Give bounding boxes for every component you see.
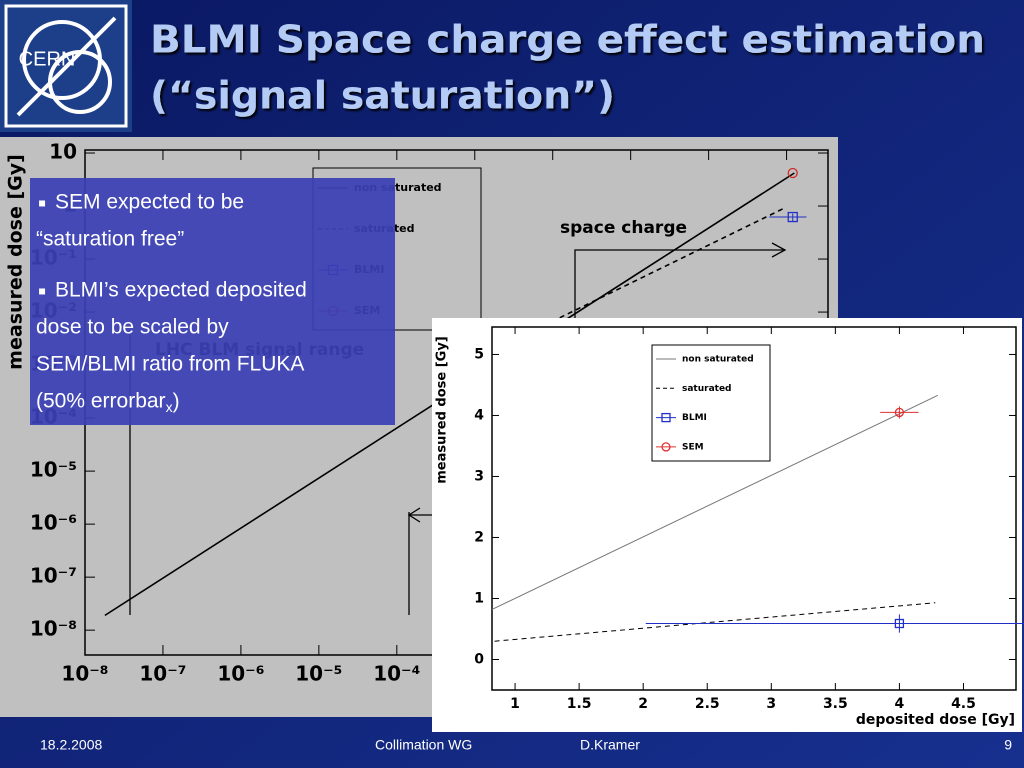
marker xyxy=(894,407,905,418)
marker xyxy=(787,211,798,223)
series-line xyxy=(559,207,785,319)
subscript: x xyxy=(166,399,173,415)
bullet-line: dose to be scaled by xyxy=(36,316,229,339)
marker xyxy=(787,167,798,179)
y-tick-label: 10⁻⁶ xyxy=(30,511,77,535)
title-line: BLMI Space charge effect estimation xyxy=(150,18,985,62)
linear-chart: 1 1.5 2 2.5 3 3.5 4 4.5 0 1 2 3 4 5 measured dose [Gy]… xyxy=(432,318,1024,732)
footer-author: D.Kramer xyxy=(580,737,640,753)
y-tick-label: 5 xyxy=(474,346,484,362)
y-tick-label: 10 xyxy=(49,140,77,164)
x-tick-label: 1.5 xyxy=(567,696,592,712)
logo-text: CERN xyxy=(19,48,76,70)
x-tick-label: 10⁻⁷ xyxy=(139,662,186,686)
bullet-after: ) xyxy=(173,390,180,413)
legend-label: BLMI xyxy=(682,413,707,423)
y-tick-label: 0 xyxy=(474,651,484,667)
y-tick-label: 3 xyxy=(474,468,484,484)
bullet-line: (50% errorbar xyxy=(36,390,166,413)
x-tick-label: 4 xyxy=(895,696,905,712)
y-tick-label: 1 xyxy=(474,590,484,606)
x-tick-label: 3.5 xyxy=(823,696,848,712)
x-tick-label: 4.5 xyxy=(951,696,976,712)
y-tick-label: 10⁻⁷ xyxy=(30,564,77,588)
x-tick-label: 10⁻⁵ xyxy=(295,662,342,686)
legend-label: non saturated xyxy=(682,355,754,365)
x-tick-label: 3 xyxy=(766,696,776,712)
bullet-line: SEM/BLMI ratio from FLUKA xyxy=(36,353,304,376)
legend-marker xyxy=(661,442,671,452)
logo: CERN xyxy=(0,0,132,132)
series-line xyxy=(491,394,939,610)
footer-date: 18.2.2008 xyxy=(40,737,102,753)
y-tick-label: 2 xyxy=(474,529,484,545)
legend-marker xyxy=(661,412,671,423)
legend-label: SEM xyxy=(682,442,704,452)
x-tick-label: 2.5 xyxy=(695,696,720,712)
x-tick-label: 2 xyxy=(638,696,648,712)
bullet-line: SEM expected to be xyxy=(55,191,244,214)
bullet-line: “saturation free” xyxy=(36,228,184,251)
legend-label: saturated xyxy=(682,384,732,394)
annotation: space charge xyxy=(560,218,687,238)
y-axis-title: measured dose [Gy] xyxy=(5,154,27,370)
x-tick-label: 10⁻⁶ xyxy=(217,662,264,686)
y-tick-label: 10⁻⁵ xyxy=(30,458,77,482)
legend-box xyxy=(651,344,771,462)
marker xyxy=(894,618,905,629)
bullet-marker: ▪ xyxy=(38,196,46,210)
plot-frame xyxy=(491,326,1017,691)
bullet-tail: x) xyxy=(166,390,180,415)
y-tick-label: 4 xyxy=(474,407,484,423)
footer-event: Collimation WG xyxy=(375,737,472,753)
bullet-line: BLMI’s expected deposited xyxy=(55,279,307,302)
x-tick-label: 10⁻⁴ xyxy=(373,662,420,686)
y-tick-label: 10⁻⁸ xyxy=(30,617,77,641)
x-axis-title: deposited dose [Gy] xyxy=(856,712,1015,728)
x-tick-label: 1 xyxy=(510,696,520,712)
footer-page: 9 xyxy=(1004,737,1012,753)
y-axis-title: measured dose [Gy] xyxy=(435,336,450,484)
x-tick-label: 10⁻⁸ xyxy=(61,662,108,686)
title-line: (“signal saturation”) xyxy=(150,74,615,118)
text-box-bg xyxy=(30,178,395,425)
bullet-marker: ▪ xyxy=(38,284,46,298)
text-box: ▪ SEM expected to be “saturation free” ▪ BLM… xyxy=(30,178,395,425)
series-line xyxy=(494,602,936,642)
